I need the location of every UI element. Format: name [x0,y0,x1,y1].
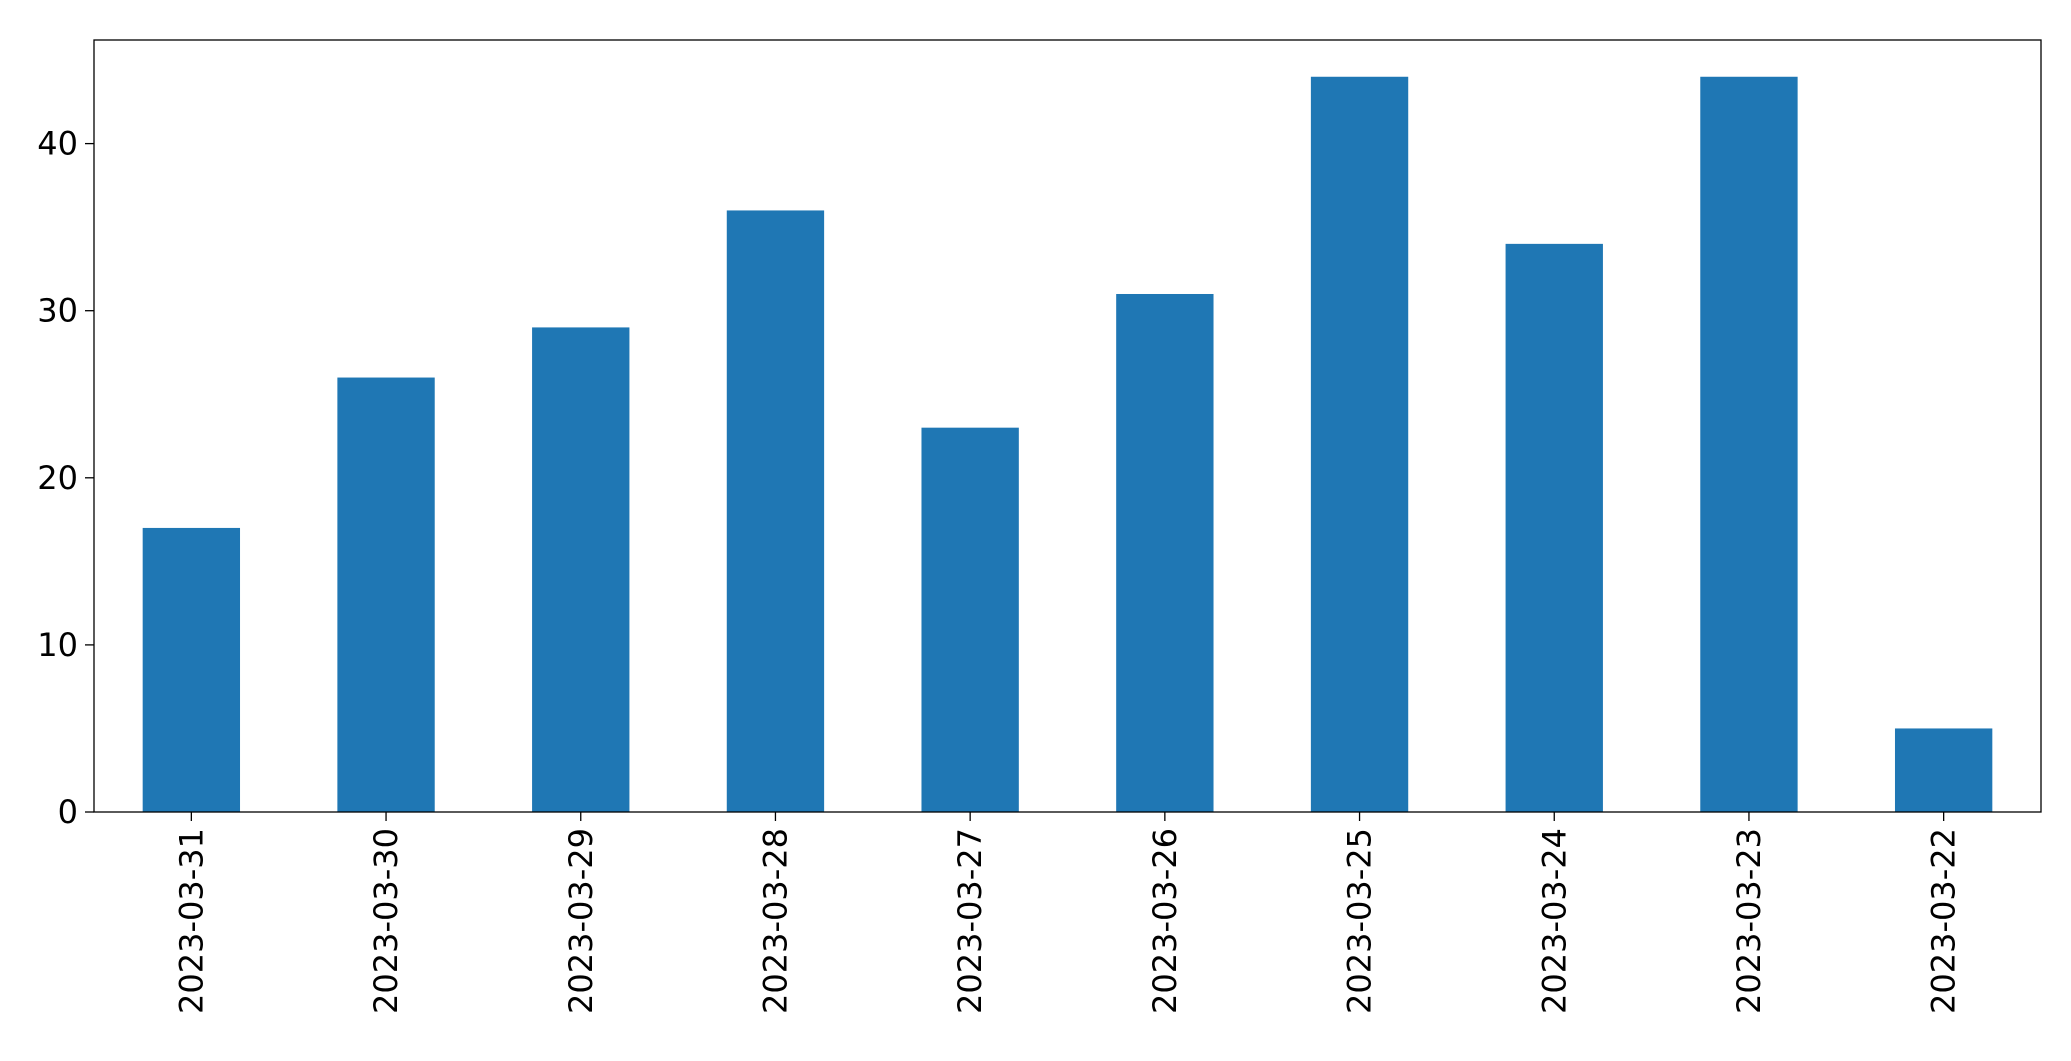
bar [1894,728,1993,812]
x-tick-label: 2023-03-25 [1341,828,1379,1014]
y-tick-label: 0 [58,793,78,831]
x-tick-label: 2023-03-28 [756,828,794,1014]
x-tick-label: 2023-03-23 [1730,828,1768,1014]
x-tick-label: 2023-03-26 [1146,828,1184,1014]
bar [337,377,435,812]
bar [532,327,630,812]
y-tick-label: 20 [37,459,78,497]
bar [1310,76,1409,812]
y-tick-label: 40 [37,125,78,163]
y-tick-label: 10 [37,626,78,664]
x-tick-label: 2023-03-30 [367,828,405,1014]
bar [921,427,1019,812]
axes-frame [93,39,2042,813]
y-tick-label: 30 [37,292,78,330]
bar [1700,76,1798,812]
x-tick-label: 2023-03-24 [1535,828,1573,1014]
bar [726,210,825,813]
bar [1505,243,1603,813]
x-tick-label: 2023-03-27 [951,828,989,1014]
x-tick-label: 2023-03-22 [1925,828,1963,1014]
x-tick-label: 2023-03-29 [562,828,600,1014]
x-tick-label: 2023-03-31 [172,828,210,1014]
bar [1116,293,1214,812]
bar [142,527,241,812]
